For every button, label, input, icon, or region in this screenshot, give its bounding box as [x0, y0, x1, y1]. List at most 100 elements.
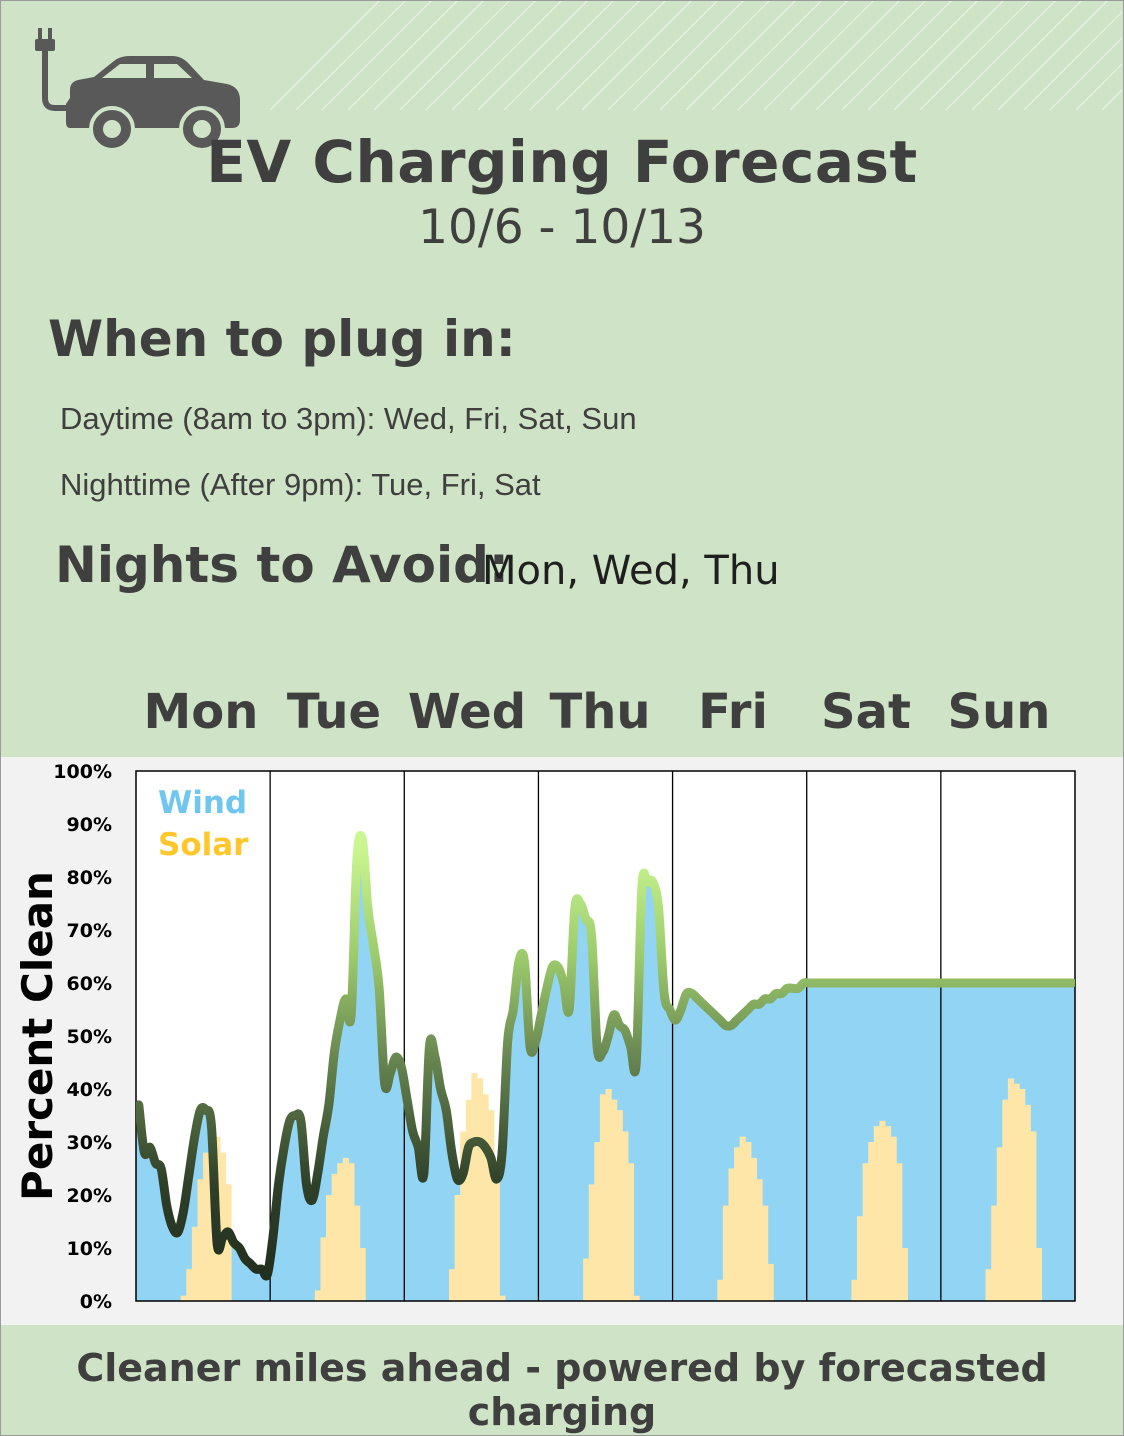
day-label-thu: Thu — [549, 684, 651, 740]
wind-bar — [823, 983, 830, 1301]
solar-bar — [873, 1126, 880, 1301]
wind-bar — [924, 983, 931, 1301]
wind-bar — [801, 983, 808, 1301]
solar-bar — [1007, 1078, 1015, 1301]
wind-bar — [449, 1152, 456, 1301]
wind-bar — [750, 1004, 758, 1301]
wind-bar — [387, 1073, 394, 1301]
wind-bar — [521, 961, 528, 1301]
wind-bar — [706, 1009, 713, 1301]
wind-bar — [538, 1014, 545, 1301]
wind-bar — [510, 1009, 517, 1301]
solar-bar — [180, 1295, 187, 1301]
wind-bar — [694, 998, 702, 1301]
wind-bar — [806, 983, 813, 1301]
wind-bar — [264, 1274, 271, 1301]
solar-bar — [331, 1173, 338, 1301]
wind-bar — [795, 988, 802, 1301]
hatch-line — [815, 0, 927, 110]
solar-bar — [884, 1126, 892, 1301]
wind-bar — [421, 1173, 428, 1301]
wind-bar — [1035, 983, 1043, 1301]
solar-bar — [353, 1205, 361, 1301]
hatch-line — [789, 0, 901, 110]
hatch-line — [971, 0, 1083, 110]
hatch-line — [659, 0, 771, 110]
y-tick-label: 30% — [67, 1132, 112, 1154]
y-tick-label: 60% — [67, 973, 112, 995]
hatch-line — [321, 0, 433, 110]
solar-bar — [482, 1094, 489, 1301]
solar-bar — [599, 1094, 607, 1301]
wind-bar — [857, 983, 864, 1301]
wind-bar — [253, 1269, 260, 1301]
wind-bar — [767, 998, 774, 1301]
solar-bar — [611, 1099, 618, 1301]
hatch-line — [529, 0, 641, 110]
hatch-line — [633, 0, 745, 110]
wind-bar — [147, 1147, 154, 1301]
clean-energy-chart: 0% 10% 20% 30% 40% 50% 60% 70% 80% 90% 100% Wind S… — [13, 761, 1076, 1313]
wind-bar — [136, 1104, 143, 1301]
solar-bar — [862, 1163, 869, 1301]
wind-bar — [683, 993, 690, 1301]
hatch-line — [347, 0, 459, 110]
hatch-line — [1023, 11, 1122, 110]
hatch-line — [893, 0, 1005, 110]
wind-bar — [700, 1004, 707, 1301]
wind-bar — [504, 1041, 512, 1301]
wind-bar — [672, 1020, 679, 1301]
wind-bar — [242, 1258, 249, 1301]
wind-bar — [169, 1226, 176, 1301]
wind-bar — [141, 1152, 148, 1301]
solar-bar — [1024, 1104, 1031, 1301]
solar-bar — [583, 1258, 590, 1301]
wind-bar — [985, 983, 992, 1301]
wind-bar — [549, 967, 556, 1301]
hatch-line — [270, 0, 381, 110]
wind-bar — [409, 1131, 417, 1301]
wind-bar — [555, 967, 562, 1301]
legend-wind: Wind — [158, 785, 247, 821]
solar-bar — [1013, 1083, 1020, 1301]
solar-bar — [460, 1131, 467, 1301]
wind-bar — [281, 1147, 288, 1301]
wind-bar — [432, 1057, 439, 1301]
solar-bar — [337, 1163, 344, 1301]
wind-bar — [544, 988, 551, 1301]
hatch-line — [555, 0, 667, 110]
wind-bar — [236, 1248, 243, 1301]
y-tick-label: 10% — [67, 1238, 112, 1260]
hatch-line — [737, 0, 849, 110]
solar-bar — [471, 1073, 478, 1301]
date-range: 10/6 - 10/13 — [418, 200, 706, 255]
wind-bar — [376, 988, 383, 1301]
hatch-line — [295, 0, 407, 110]
wind-bar — [298, 1120, 305, 1301]
y-tick-label: 40% — [67, 1079, 112, 1101]
chart-panel: 0% 10% 20% 30% 40% 50% 60% 70% 80% 90% 100% Wind S… — [0, 757, 1124, 1325]
solar-bar — [901, 1248, 908, 1301]
wind-bar — [415, 1147, 422, 1301]
wind-bar — [247, 1263, 254, 1301]
solar-bar — [890, 1136, 897, 1301]
hatch-line — [477, 0, 589, 110]
wind-bar — [661, 993, 668, 1301]
day-label-sun: Sun — [947, 684, 1051, 740]
wind-bar — [666, 1009, 674, 1301]
wind-bar — [762, 998, 769, 1301]
day-label-wed: Wed — [407, 684, 527, 740]
hatch-line — [997, 0, 1109, 110]
hatch-line — [841, 0, 953, 110]
decorative-hatch — [270, 0, 1122, 110]
daytime-line: Daytime (8am to 3pm): Wed, Fri, Sat, Sun — [60, 401, 637, 436]
solar-bar — [728, 1168, 735, 1301]
solar-bar — [588, 1184, 595, 1301]
wind-bar — [359, 839, 366, 1301]
day-label-tue: Tue — [286, 684, 382, 740]
wind-bar — [1052, 983, 1059, 1301]
wind-bar — [398, 1067, 405, 1301]
wind-bar — [163, 1205, 171, 1301]
wind-bar — [286, 1120, 294, 1301]
wind-bar — [991, 983, 998, 1301]
